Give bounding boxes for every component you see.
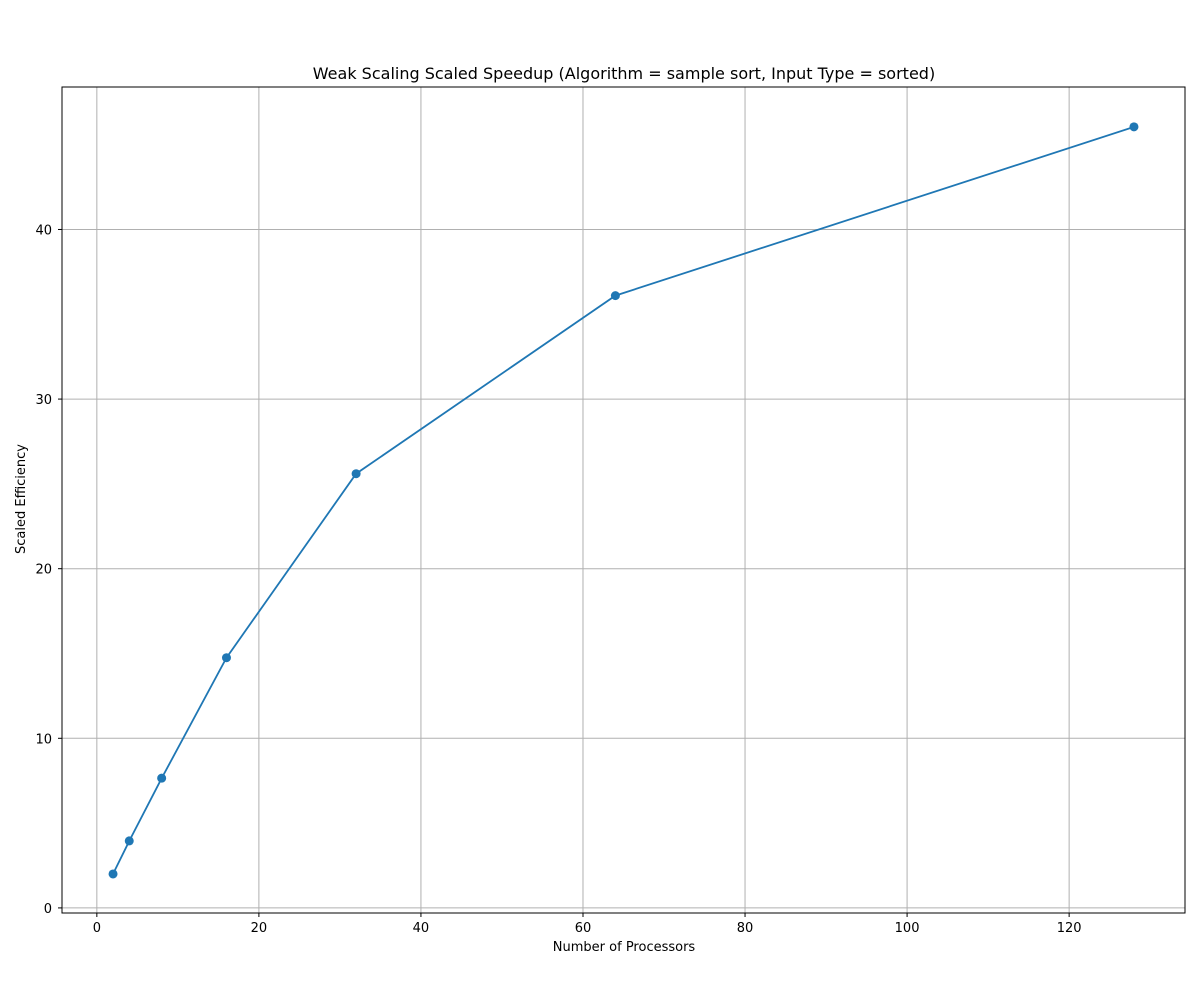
data-point bbox=[157, 773, 167, 783]
x-tick-label: 0 bbox=[93, 921, 101, 936]
y-axis-label: Scaled Efficiency bbox=[14, 444, 29, 554]
data-point bbox=[351, 469, 361, 479]
grid bbox=[62, 87, 1185, 913]
x-tick-label: 100 bbox=[895, 921, 920, 936]
y-tick-label: 10 bbox=[35, 732, 52, 747]
chart-title: Weak Scaling Scaled Speedup (Algorithm =… bbox=[313, 64, 935, 83]
x-tick-label: 120 bbox=[1057, 921, 1082, 936]
series-layer bbox=[108, 122, 1139, 879]
x-tick-label: 80 bbox=[737, 921, 754, 936]
x-axis-ticks: 0 20 40 60 80 100 120 bbox=[93, 913, 1082, 936]
data-point bbox=[1129, 122, 1139, 132]
data-point bbox=[108, 869, 118, 879]
y-tick-label: 0 bbox=[44, 902, 52, 917]
y-tick-label: 30 bbox=[35, 393, 52, 408]
x-tick-label: 40 bbox=[413, 921, 430, 936]
series-line bbox=[112, 126, 1135, 875]
plot-frame bbox=[61, 86, 1186, 914]
x-tick-label: 20 bbox=[251, 921, 268, 936]
data-point bbox=[124, 836, 134, 846]
x-tick-label: 60 bbox=[575, 921, 592, 936]
data-point bbox=[610, 291, 620, 301]
y-tick-label: 20 bbox=[35, 563, 52, 578]
y-tick-label: 40 bbox=[35, 223, 52, 238]
y-axis-ticks: 0 10 20 30 40 bbox=[35, 223, 62, 917]
data-point bbox=[221, 653, 231, 663]
x-axis-label: Number of Processors bbox=[553, 940, 696, 955]
